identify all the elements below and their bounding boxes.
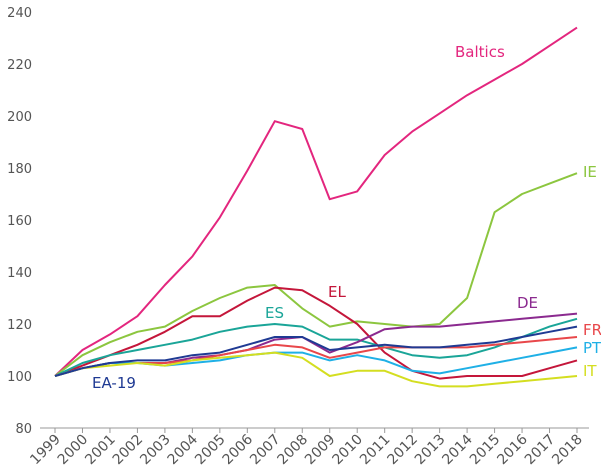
x-tick-label: 2013 [412, 432, 449, 469]
y-tick-label: 220 [7, 58, 32, 73]
series-line [54, 172, 578, 377]
x-tick-label: 2010 [330, 432, 367, 469]
x-tick-label: 2004 [165, 431, 202, 468]
x-tick-label: 2016 [494, 431, 531, 468]
x-tick-label: 2005 [192, 432, 229, 469]
series-label: ES [265, 304, 284, 322]
y-tick-label: 140 [7, 266, 32, 281]
x-tick-label: 2006 [220, 431, 257, 468]
series-line [54, 286, 578, 380]
series-line [54, 317, 578, 377]
y-tick-label: 240 [7, 6, 32, 21]
series-label: IE [583, 163, 597, 181]
x-tick-label: 2007 [247, 432, 284, 469]
series-label: Baltics [455, 43, 505, 61]
x-tick-label: 2014 [439, 431, 476, 468]
x-tick-label: 2008 [275, 432, 312, 469]
x-tick-label: 2001 [82, 432, 119, 469]
series-label: FR [583, 321, 601, 339]
series-line [54, 325, 578, 377]
series-label: DE [517, 294, 538, 312]
x-tick-label: 2015 [467, 432, 504, 469]
x-tick-label: 2009 [302, 432, 339, 469]
series-label: EL [328, 283, 346, 301]
x-tick-label: 2002 [110, 432, 147, 469]
series-line [54, 26, 578, 377]
series-label: IT [583, 362, 597, 380]
x-tick-label: 2018 [549, 432, 586, 469]
series-label: PT [583, 339, 601, 357]
series-label: EA-19 [92, 374, 136, 392]
x-tick-label: 2011 [357, 432, 394, 469]
y-tick-label: 200 [7, 110, 32, 125]
y-tick-label: 160 [7, 214, 32, 229]
series-line [54, 351, 578, 388]
y-tick-label: 180 [7, 162, 32, 177]
x-tick-label: 2012 [384, 432, 421, 469]
x-tick-label: 2000 [55, 432, 92, 469]
y-tick-label: 80 [15, 422, 32, 437]
x-tick-label: 2003 [137, 432, 174, 469]
x-tick-label: 1999 [27, 432, 64, 469]
x-tick-label: 2017 [522, 432, 559, 469]
y-tick-label: 100 [7, 370, 32, 385]
y-tick-label: 120 [7, 318, 32, 333]
